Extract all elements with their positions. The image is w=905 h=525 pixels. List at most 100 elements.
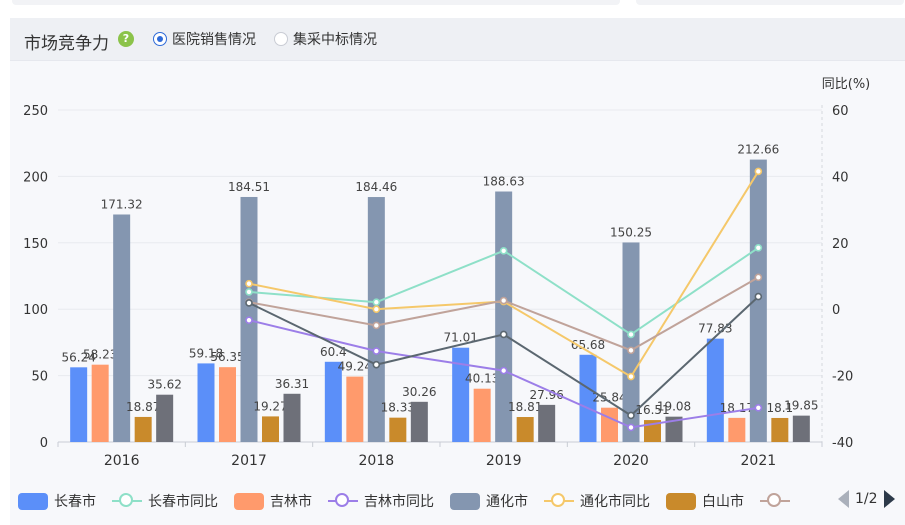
bar: [156, 394, 174, 442]
line-point: [627, 346, 635, 355]
legend-line-symbol: [328, 493, 358, 509]
line-point: [627, 411, 635, 420]
bar: [538, 404, 556, 442]
bar: [579, 354, 597, 442]
line-point: [372, 321, 381, 330]
y-right-tick-label: 60: [832, 104, 849, 119]
bar-data-label: 188.63: [483, 174, 525, 188]
panel-header: 市场竞争力 ? 医院销售情况 集采中标情况: [10, 18, 905, 61]
x-tick-label: 2016: [104, 453, 140, 469]
legend-label: 长春市: [54, 494, 96, 510]
line-point: [754, 292, 763, 301]
y-right-tick-label: 20: [832, 237, 849, 252]
radio-label: 医院销售情况: [172, 32, 256, 48]
line-point: [499, 296, 508, 305]
bar-data-label: 71.01: [443, 331, 477, 345]
legend-bar-swatch: [666, 492, 696, 510]
bar: [367, 197, 385, 442]
bar: [91, 364, 109, 442]
bar-data-label: 59.18: [189, 346, 223, 360]
prev-page-icon[interactable]: [838, 490, 849, 508]
radio-procurement[interactable]: 集采中标情况: [274, 29, 377, 49]
line-point: [499, 246, 508, 255]
line-point: [372, 305, 381, 314]
bar: [113, 214, 131, 442]
chart-legend: 长春市 长春市同比 吉林市 吉林市同比 通化市 通化市同比 白山市: [18, 488, 812, 514]
next-page-icon[interactable]: [883, 490, 895, 508]
bar-data-label: 19.85: [784, 399, 818, 413]
bar-data-label: 40.13: [465, 372, 499, 386]
bar-data-label: 19.08: [657, 400, 691, 414]
line-point: [245, 299, 253, 307]
legend-line-marker: [119, 493, 133, 507]
legend-item[interactable]: [760, 493, 796, 509]
line-point: [754, 404, 763, 412]
bar: [70, 367, 88, 442]
bar: [134, 416, 152, 442]
x-tick-label: 2020: [613, 453, 649, 469]
legend-bar-swatch: [450, 492, 480, 510]
line-point: [245, 288, 253, 296]
bar: [665, 416, 683, 442]
top-strip-segment: [12, 0, 620, 5]
y-left-tick-label: 250: [23, 104, 48, 119]
bar-data-label: 171.32: [101, 197, 143, 211]
bar-data-label: 184.51: [228, 180, 270, 194]
y-right-axis-label: 同比(%): [822, 77, 871, 92]
legend-item[interactable]: 长春市同比: [112, 491, 218, 511]
bar: [283, 393, 301, 442]
line-point: [372, 360, 381, 369]
bar: [219, 367, 236, 442]
line-point: [372, 347, 381, 355]
bar-data-label: 36.31: [275, 377, 309, 391]
bar: [346, 376, 364, 442]
legend-label: 吉林市同比: [364, 494, 434, 510]
bar-data-label: 30.26: [402, 385, 436, 399]
panel-title: 市场竞争力: [24, 34, 109, 54]
legend-label: 长春市同比: [148, 494, 218, 510]
bar-data-label: 49.24: [338, 360, 372, 374]
bar-data-label: 212.66: [737, 143, 779, 157]
y-left-tick-label: 50: [31, 370, 48, 385]
legend-bar-swatch: [18, 492, 48, 510]
y-right-tick-label: -40: [832, 436, 853, 451]
line-point: [245, 316, 253, 324]
y-left-tick-label: 0: [40, 436, 48, 451]
legend-line-marker: [767, 493, 781, 507]
legend-item[interactable]: 长春市: [18, 491, 96, 511]
radio-hospital-sales[interactable]: 医院销售情况: [153, 29, 256, 49]
bar-data-label: 25.84: [592, 391, 626, 405]
legend-line-marker: [335, 493, 349, 507]
bar-data-label: 18.17: [720, 401, 754, 415]
x-tick-label: 2021: [741, 453, 777, 469]
bar: [452, 347, 470, 442]
line-point: [754, 167, 763, 176]
legend-item[interactable]: 通化市: [450, 491, 528, 511]
bar-data-label: 19.27: [253, 399, 287, 413]
bar: [601, 407, 618, 442]
bar-data-label: 77.83: [698, 322, 732, 336]
line-point: [754, 273, 763, 282]
bar: [324, 361, 342, 442]
bar-data-label: 184.46: [355, 180, 397, 194]
bar: [473, 388, 491, 442]
legend-item[interactable]: 吉林市: [234, 491, 312, 511]
question-circle-icon[interactable]: ?: [118, 31, 134, 47]
y-right-tick-label: 40: [832, 170, 849, 185]
bar: [197, 363, 215, 442]
line-point: [754, 243, 763, 252]
line-point: [372, 298, 381, 307]
bar-data-label: 16.51: [635, 403, 669, 417]
bar-data-label: 65.68: [571, 338, 605, 352]
legend-item[interactable]: 通化市同比: [544, 491, 650, 511]
x-tick-label: 2017: [231, 453, 267, 469]
legend-item[interactable]: 白山市: [666, 491, 744, 511]
bar: [728, 417, 746, 442]
legend-item[interactable]: 吉林市同比: [328, 491, 434, 511]
y-left-tick-label: 100: [23, 303, 48, 318]
legend-label: 白山市: [702, 494, 744, 510]
line-point: [627, 372, 635, 381]
bar: [389, 417, 407, 442]
bar-data-label: 56.24: [61, 350, 95, 364]
